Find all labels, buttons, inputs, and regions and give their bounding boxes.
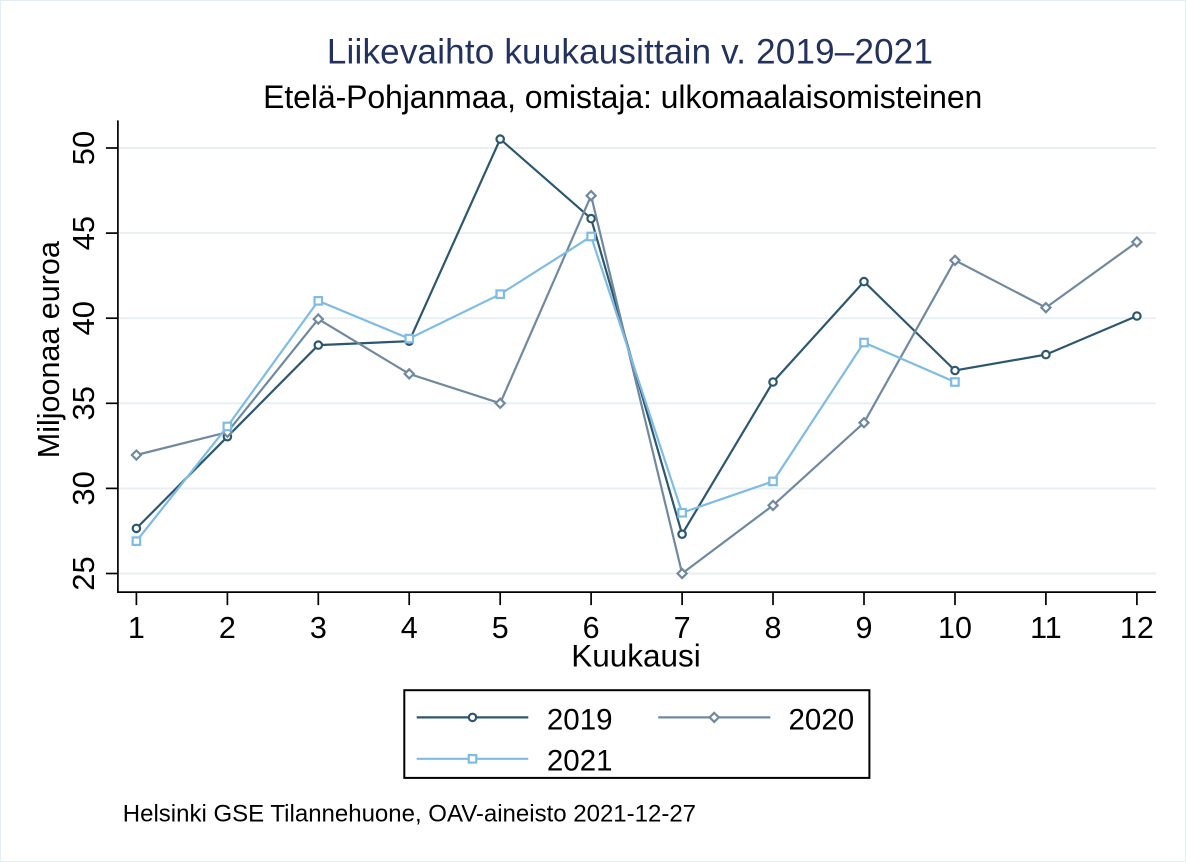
svg-text:45: 45 — [66, 216, 101, 250]
svg-text:Liikevaihto kuukausittain v. 2: Liikevaihto kuukausittain v. 2019–2021 — [327, 33, 933, 72]
svg-text:8: 8 — [765, 611, 782, 645]
svg-text:6: 6 — [583, 611, 600, 645]
svg-text:50: 50 — [66, 131, 101, 165]
svg-text:12: 12 — [1120, 611, 1154, 645]
svg-text:9: 9 — [856, 611, 873, 645]
svg-text:Etelä-Pohjanmaa, omistaja: ulk: Etelä-Pohjanmaa, omistaja: ulkomaalaisom… — [263, 79, 982, 115]
svg-text:5: 5 — [492, 611, 509, 645]
svg-text:Helsinki GSE Tilannehuone, OAV: Helsinki GSE Tilannehuone, OAV-aineisto … — [123, 800, 696, 827]
svg-text:10: 10 — [938, 611, 972, 645]
svg-text:35: 35 — [66, 386, 101, 420]
svg-text:2021: 2021 — [547, 745, 613, 778]
svg-text:2020: 2020 — [789, 703, 855, 736]
svg-text:25: 25 — [66, 556, 101, 590]
svg-text:11: 11 — [1030, 611, 1062, 645]
svg-text:40: 40 — [66, 301, 101, 335]
svg-text:7: 7 — [674, 611, 691, 645]
svg-text:3: 3 — [310, 611, 327, 645]
svg-text:Kuukausi: Kuukausi — [571, 637, 701, 673]
svg-text:1: 1 — [128, 611, 145, 645]
svg-text:2019: 2019 — [547, 703, 613, 736]
svg-text:2: 2 — [219, 611, 236, 645]
svg-text:30: 30 — [66, 471, 101, 505]
svg-text:4: 4 — [401, 611, 418, 645]
svg-text:Miljoonaa euroa: Miljoonaa euroa — [32, 241, 66, 458]
